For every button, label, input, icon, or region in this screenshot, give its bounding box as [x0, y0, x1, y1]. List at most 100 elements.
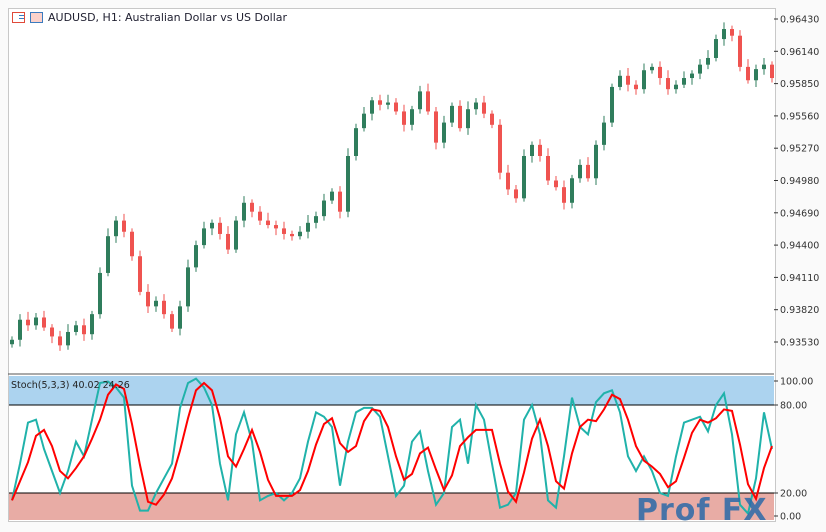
- candle-body: [258, 211, 262, 221]
- candle-body: [770, 64, 774, 79]
- candle-body: [202, 228, 206, 246]
- candle-body: [330, 191, 334, 201]
- candle-body: [34, 317, 38, 326]
- stoch-level-label: 80.00: [780, 401, 807, 412]
- candle-body: [306, 222, 310, 232]
- candle-body: [362, 113, 366, 129]
- candle-body: [546, 155, 550, 181]
- stoch-level-label: 0.00: [780, 512, 801, 523]
- candle-body: [682, 78, 686, 85]
- price-label: 0.93820: [780, 305, 819, 316]
- candle-body: [122, 220, 126, 232]
- candle-body: [322, 200, 326, 217]
- candle-body: [178, 306, 182, 329]
- candle-body: [370, 100, 374, 114]
- candle-body: [674, 84, 678, 90]
- candle-body: [114, 220, 118, 237]
- candle-body: [506, 172, 510, 190]
- candle-body: [474, 102, 478, 110]
- candle-body: [498, 124, 502, 173]
- price-label: 0.94400: [780, 241, 819, 252]
- candle-body: [146, 291, 150, 307]
- candle-body: [82, 325, 86, 335]
- chart-list-icon[interactable]: [12, 12, 25, 23]
- stoch-label: Stoch(5,3,3) 40.02 24.26: [11, 380, 130, 391]
- stoch-level-label: 100.00: [780, 377, 813, 388]
- candle-body: [650, 66, 654, 71]
- stoch-level-label: 20.00: [780, 489, 807, 500]
- candle-body: [626, 75, 630, 85]
- candle-body: [602, 122, 606, 145]
- candle-body: [730, 29, 734, 36]
- candle-body: [242, 202, 246, 221]
- candle-body: [234, 220, 238, 250]
- candle-body: [58, 336, 62, 346]
- candle-body: [538, 144, 542, 156]
- candle-body: [66, 331, 70, 346]
- candle-body: [754, 69, 758, 81]
- candle-body: [450, 105, 454, 123]
- candle-body: [698, 64, 702, 74]
- candle-body: [610, 86, 614, 123]
- candle-body: [354, 128, 358, 156]
- candle-body: [186, 267, 190, 307]
- candle-body: [338, 191, 342, 212]
- candle-body: [490, 113, 494, 125]
- candle-body: [418, 91, 422, 110]
- price-label: 0.95850: [780, 79, 819, 90]
- candle-body: [570, 178, 574, 203]
- chart-frame[interactable]: [8, 8, 776, 522]
- candle-body: [18, 319, 22, 340]
- candle-body: [434, 111, 438, 143]
- candle-body: [594, 144, 598, 179]
- price-label: 0.95270: [780, 144, 819, 155]
- candle-body: [746, 66, 750, 81]
- candle-body: [514, 189, 518, 199]
- candle-body: [426, 91, 430, 112]
- candle-body: [690, 73, 694, 79]
- candle-body: [458, 105, 462, 129]
- candle-body: [298, 231, 302, 237]
- candle-body: [522, 155, 526, 199]
- candle-body: [170, 314, 174, 329]
- price-label: 0.94690: [780, 208, 819, 219]
- candle-body: [266, 220, 270, 226]
- candle-body: [442, 122, 446, 143]
- candle-body: [666, 78, 670, 90]
- candle-body: [346, 155, 350, 212]
- candle-body: [42, 317, 46, 328]
- overbought-zone: [9, 376, 774, 405]
- candle-body: [274, 225, 278, 229]
- candle-body: [314, 216, 318, 223]
- candle-body: [130, 231, 134, 257]
- candle-body: [562, 187, 566, 203]
- stoch-k-line: [11, 377, 773, 516]
- candle-body: [578, 164, 582, 179]
- candle-body: [106, 236, 110, 273]
- candle-body: [90, 314, 94, 335]
- candle-body: [402, 111, 406, 125]
- candle-body: [162, 300, 166, 315]
- candle-body: [554, 180, 558, 188]
- chart-title-bar: AUDUSD, H1: Australian Dollar vs US Doll…: [12, 11, 287, 24]
- candle-body: [738, 35, 742, 67]
- price-label: 0.96430: [780, 15, 819, 26]
- candle-body: [26, 319, 30, 326]
- candle-body: [194, 245, 198, 268]
- price-label: 0.94110: [780, 273, 819, 284]
- chart-title: AUDUSD, H1: Australian Dollar vs US Doll…: [48, 11, 288, 24]
- candle-body: [98, 272, 102, 315]
- price-label: 0.94980: [780, 176, 819, 187]
- candle-body: [482, 102, 486, 114]
- candle-body: [642, 70, 646, 90]
- candle-body: [210, 222, 214, 229]
- candle-body: [50, 327, 54, 337]
- candle-body: [586, 164, 590, 179]
- candle-body: [618, 75, 622, 87]
- candle-body: [410, 109, 414, 125]
- candle-body: [282, 228, 286, 234]
- template-icon[interactable]: [30, 12, 43, 23]
- price-label: 0.96140: [780, 47, 819, 58]
